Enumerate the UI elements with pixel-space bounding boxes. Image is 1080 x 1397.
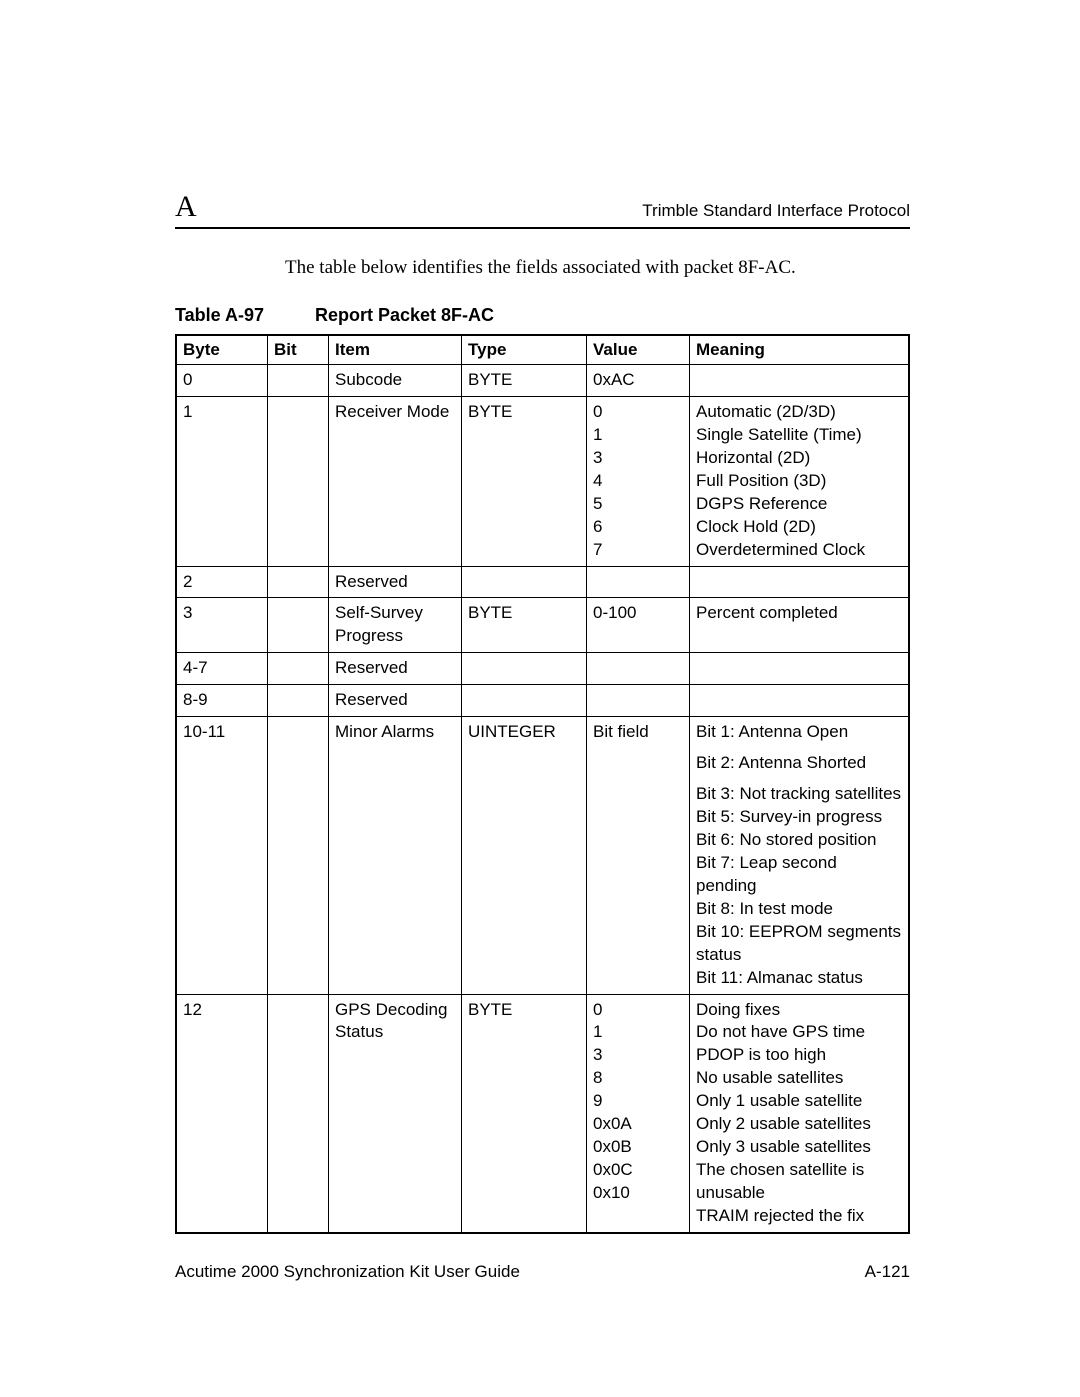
page-header: A Trimble Standard Interface Protocol — [175, 190, 910, 229]
header-title: Trimble Standard Interface Protocol — [642, 201, 910, 221]
cell-item: Reserved — [329, 653, 462, 685]
footer-page-number: A-121 — [865, 1262, 910, 1282]
cell-type — [462, 653, 587, 685]
table-row: 10-11 Minor AlarmsUINTEGERBit fieldBit 1:… — [176, 717, 909, 994]
cell-bit — [268, 396, 329, 566]
cell-value: Bit field — [587, 717, 690, 994]
cell-value — [587, 653, 690, 685]
table-number: Table A-97 — [175, 305, 315, 326]
cell-item: Minor Alarms — [329, 717, 462, 994]
column-header-type: Type — [462, 335, 587, 365]
cell-bit — [268, 653, 329, 685]
cell-bit — [268, 365, 329, 397]
column-header-byte: Byte — [176, 335, 268, 365]
column-header-meaning: Meaning — [690, 335, 910, 365]
cell-type: BYTE — [462, 598, 587, 653]
packet-table: Byte Bit Item Type Value Meaning 0 Subcod… — [175, 334, 910, 1234]
table-row: 0 SubcodeBYTE0xAC — [176, 365, 909, 397]
cell-byte: 4-7 — [176, 653, 268, 685]
table-row: 8-9 Reserved — [176, 685, 909, 717]
cell-type: BYTE — [462, 365, 587, 397]
table-caption: Table A-97 Report Packet 8F-AC — [175, 305, 910, 326]
cell-item: Subcode — [329, 365, 462, 397]
cell-bit — [268, 717, 329, 994]
page-footer: Acutime 2000 Synchronization Kit User Gu… — [175, 1262, 910, 1282]
cell-meaning: Doing fixes Do not have GPS time PDOP is… — [690, 994, 910, 1233]
footer-guide: Acutime 2000 Synchronization Kit User Gu… — [175, 1262, 520, 1282]
cell-bit — [268, 566, 329, 598]
cell-value — [587, 685, 690, 717]
table-row: 4-7 Reserved — [176, 653, 909, 685]
cell-value: 0-100 — [587, 598, 690, 653]
cell-byte: 2 — [176, 566, 268, 598]
cell-meaning — [690, 365, 910, 397]
cell-type — [462, 685, 587, 717]
cell-value: 0 1 3 8 9 0x0A 0x0B 0x0C 0x10 — [587, 994, 690, 1233]
cell-meaning — [690, 566, 910, 598]
cell-item: Receiver Mode — [329, 396, 462, 566]
cell-byte: 8-9 — [176, 685, 268, 717]
cell-type: BYTE — [462, 994, 587, 1233]
table-row: 3 Self-Survey ProgressBYTE0-100Percent co… — [176, 598, 909, 653]
table-title: Report Packet 8F-AC — [315, 305, 494, 326]
cell-type — [462, 566, 587, 598]
cell-value: 0xAC — [587, 365, 690, 397]
column-header-bit: Bit — [268, 335, 329, 365]
cell-meaning: Percent completed — [690, 598, 910, 653]
appendix-letter: A — [175, 190, 197, 224]
cell-byte: 1 — [176, 396, 268, 566]
intro-paragraph: The table below identifies the fields as… — [285, 257, 910, 279]
cell-meaning: Automatic (2D/3D) Single Satellite (Time… — [690, 396, 910, 566]
cell-byte: 0 — [176, 365, 268, 397]
cell-bit — [268, 598, 329, 653]
cell-bit — [268, 685, 329, 717]
table-row: 2 Reserved — [176, 566, 909, 598]
cell-type: BYTE — [462, 396, 587, 566]
cell-item: Reserved — [329, 685, 462, 717]
cell-item: Reserved — [329, 566, 462, 598]
cell-byte: 10-11 — [176, 717, 268, 994]
cell-meaning: Bit 1: Antenna OpenBit 2: Antenna Shorte… — [690, 717, 910, 994]
cell-bit — [268, 994, 329, 1233]
cell-type: UINTEGER — [462, 717, 587, 994]
cell-meaning — [690, 685, 910, 717]
table-row: 1 Receiver ModeBYTE0 1 3 4 5 6 7Automatic… — [176, 396, 909, 566]
document-page: A Trimble Standard Interface Protocol Th… — [0, 0, 1080, 1282]
cell-value — [587, 566, 690, 598]
cell-value: 0 1 3 4 5 6 7 — [587, 396, 690, 566]
cell-byte: 3 — [176, 598, 268, 653]
cell-item: Self-Survey Progress — [329, 598, 462, 653]
cell-item: GPS Decoding Status — [329, 994, 462, 1233]
column-header-item: Item — [329, 335, 462, 365]
cell-meaning — [690, 653, 910, 685]
table-row: 12 GPS Decoding StatusBYTE0 1 3 8 9 0x0A … — [176, 994, 909, 1233]
column-header-value: Value — [587, 335, 690, 365]
cell-byte: 12 — [176, 994, 268, 1233]
